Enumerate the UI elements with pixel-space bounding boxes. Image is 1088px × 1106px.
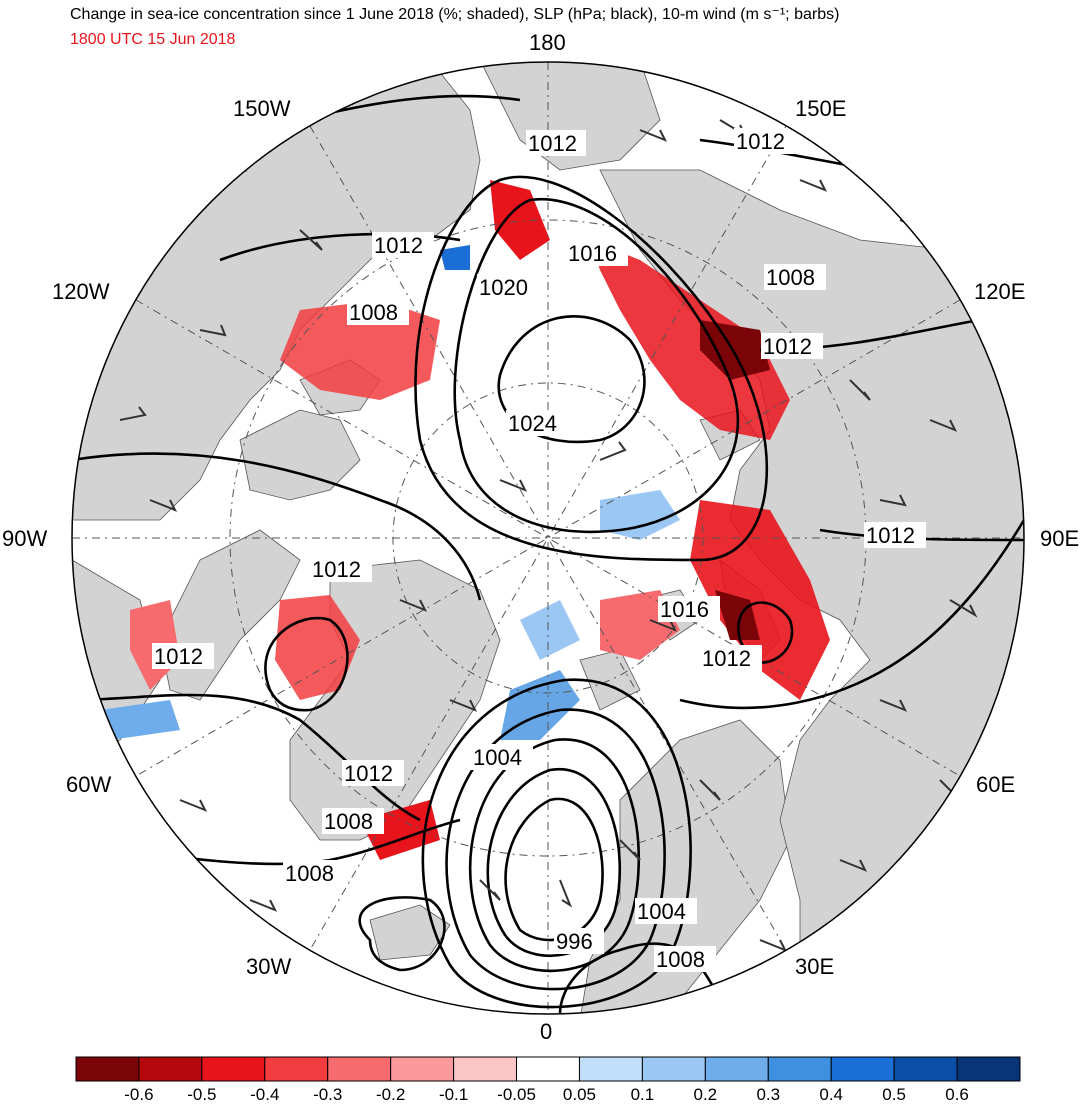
contour-label-1012-top: 1012 <box>528 131 577 156</box>
colorbar-tick-label: -0.6 <box>124 1085 154 1104</box>
lon-label-60w: 60W <box>66 772 112 797</box>
land-scandinavia <box>579 719 791 1014</box>
ice-gain-beaufort <box>440 245 470 270</box>
ice-gain-lincoln <box>520 600 580 660</box>
lon-label-120w: 120W <box>52 279 110 304</box>
colorbar-tick-label: 0.05 <box>562 1085 596 1104</box>
lon-label-150e: 150E <box>795 96 847 121</box>
land-chukotka <box>479 62 661 171</box>
contour-label-1004-b: 1004 <box>637 899 686 924</box>
ice-loss-hudson <box>275 595 360 700</box>
lon-label-120e: 120E <box>974 279 1026 304</box>
contour-label-1008-nw: 1008 <box>349 300 398 325</box>
colorbar-tick-label: 0.6 <box>945 1085 969 1104</box>
colorbar-tick-label: 0.5 <box>882 1085 906 1104</box>
ice-gain-fram <box>500 670 580 740</box>
contour-label-1016-n: 1016 <box>568 241 617 266</box>
contour-label-1012-e2: 1012 <box>866 523 915 548</box>
land-arctic-archipelago <box>239 409 361 501</box>
land-svalbard <box>579 649 641 711</box>
ice-gain-central <box>600 490 680 540</box>
colorbar-tick-label: -0.1 <box>438 1085 469 1104</box>
contour-label-1012-ne: 1012 <box>736 129 785 154</box>
colorbar-tick-label: 0.2 <box>693 1085 718 1104</box>
ice-gain-labrador <box>100 700 180 740</box>
lon-label-150w: 150W <box>233 96 291 121</box>
contour-label-1008-s: 1008 <box>656 947 705 972</box>
lon-label-90w: 90W <box>2 526 48 551</box>
contour-label-1020: 1020 <box>479 275 528 300</box>
lon-label-0: 0 <box>540 1019 553 1044</box>
colorbar-tick-label: -0.2 <box>376 1085 406 1104</box>
lon-label-30e: 30E <box>795 954 835 979</box>
contour-label-1004-a: 1004 <box>473 745 522 770</box>
ice-loss-east-siberian <box>590 240 790 440</box>
contour-label-1016-c: 1016 <box>660 597 709 622</box>
contour-label-1012-e1: 1012 <box>763 334 812 359</box>
contour-label-1008-sw1: 1008 <box>324 809 373 834</box>
colorbar-tick-label: -0.4 <box>250 1085 280 1104</box>
lon-label-60e: 60E <box>976 772 1016 797</box>
contour-label-1008-ne: 1008 <box>766 265 815 290</box>
ice-loss-chukchi <box>490 180 550 260</box>
map-border <box>71 61 1025 1015</box>
contour-label-996: 996 <box>556 929 593 954</box>
sea-ice-change-shading <box>100 180 830 860</box>
lon-label-180: 180 <box>529 30 566 55</box>
lon-label-90e: 90E <box>1040 526 1080 551</box>
colorbar-tick-label: 0.4 <box>819 1085 844 1104</box>
contour-label-1008-sw2: 1008 <box>285 861 334 886</box>
figure-title: Change in sea-ice concentration since 1 … <box>70 6 840 23</box>
colorbar-tick-label: -0.05 <box>497 1085 536 1104</box>
lon-label-30w: 30W <box>246 954 292 979</box>
contour-label-1012-sw: 1012 <box>344 761 393 786</box>
valid-time-label: 1800 UTC 15 Jun 2018 <box>70 31 236 48</box>
contour-label-1012-w1: 1012 <box>312 557 361 582</box>
ice-loss-kara <box>690 500 830 700</box>
contour-label-1012-c: 1012 <box>702 646 751 671</box>
ice-loss-laptev <box>700 320 770 380</box>
ice-loss-kara-core <box>715 590 760 640</box>
colorbar-tick-label: -0.5 <box>187 1085 217 1104</box>
contour-label-1024: 1024 <box>508 411 557 436</box>
colorbar-tick-label: -0.3 <box>313 1085 343 1104</box>
colorbar-tick-label: 0.1 <box>630 1085 655 1104</box>
colorbar-tick-label: 0.3 <box>756 1085 781 1104</box>
slp-contour-labels: 1012 1012 1012 1016 1008 1020 1008 1012 … <box>152 128 926 972</box>
contour-label-1012-w2: 1012 <box>154 644 203 669</box>
contour-label-1012-nw: 1012 <box>374 233 423 258</box>
